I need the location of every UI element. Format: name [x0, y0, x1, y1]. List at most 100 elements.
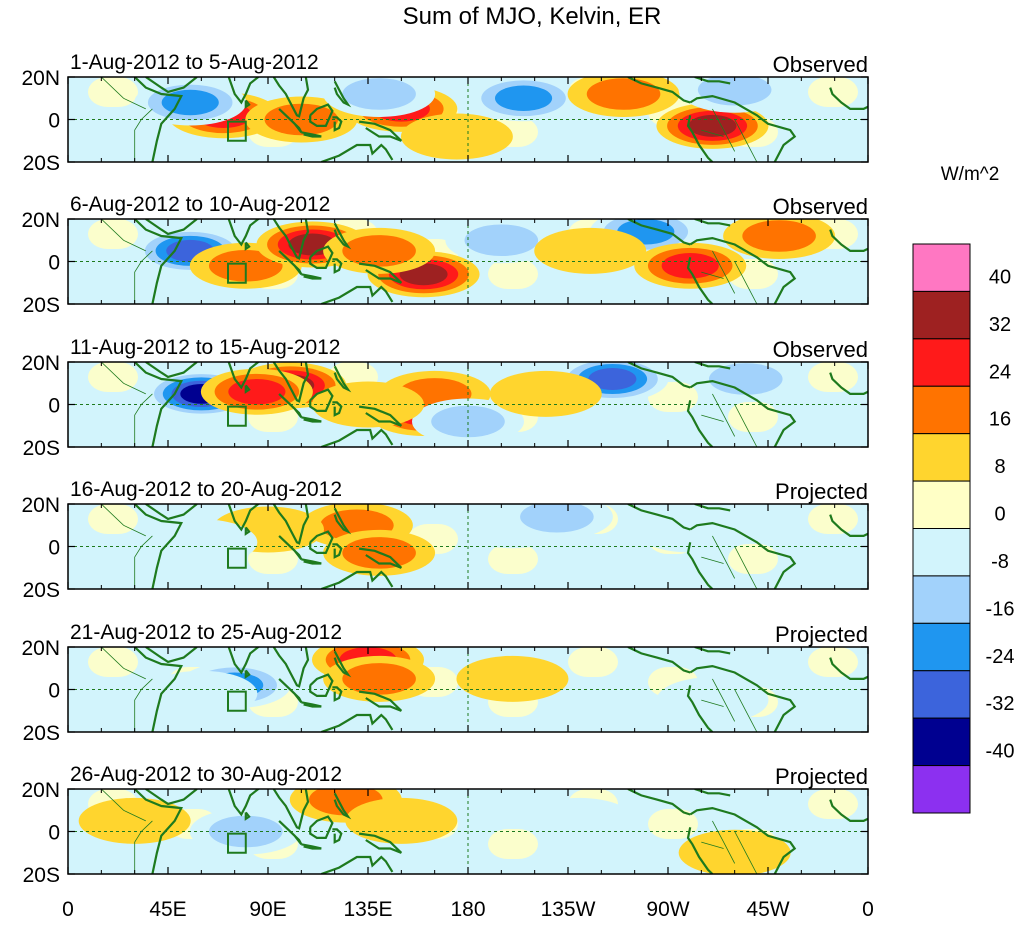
coastlines [101, 77, 868, 162]
colorbar-segment [912, 385, 971, 435]
coastline [145, 789, 198, 806]
anomaly-blob [78, 797, 191, 844]
weak-anomaly [88, 504, 138, 534]
anomaly-field [145, 647, 769, 724]
coastline [133, 504, 184, 589]
lat-label: 20S [23, 722, 60, 745]
weak-anomaly [808, 362, 858, 392]
coastline [689, 94, 797, 162]
coastline [627, 504, 691, 531]
country-border [101, 504, 146, 537]
coastline [244, 669, 251, 679]
colorbar-segment [912, 290, 971, 340]
lon-label: 135E [343, 898, 392, 921]
colorbar-label: 0 [994, 504, 1005, 526]
anomaly-blob [456, 655, 569, 702]
colorbar-segment [912, 480, 971, 530]
anomaly-blob [342, 235, 416, 267]
anomaly-blob [520, 504, 594, 533]
coastline [627, 789, 691, 816]
colorbar-label: 16 [989, 409, 1011, 431]
anomaly-blob [145, 670, 258, 717]
panel-6: 20N 0 20S 26-Aug-2012 to 30-Aug-2012 Project… [21, 763, 869, 887]
coastlines [101, 789, 868, 874]
region-box [227, 405, 247, 427]
colorbar-label: -40 [986, 741, 1015, 763]
colorbar-label: 8 [994, 456, 1005, 478]
lat-label: 20N [21, 779, 60, 802]
coastline [829, 657, 868, 680]
country-border [134, 108, 153, 162]
coastline [829, 87, 868, 110]
panel-date-range: 26-Aug-2012 to 30-Aug-2012 [70, 763, 342, 786]
lat-label: 0 [48, 822, 60, 845]
panel-date-range: 6-Aug-2012 to 10-Aug-2012 [70, 193, 330, 216]
anomaly-blob [342, 78, 416, 110]
anomaly-blob [678, 829, 791, 874]
figure-title: Sum of MJO, Kelvin, ER [403, 3, 662, 30]
lat-label: 20N [21, 352, 60, 375]
colorbar-unit: W/m^2 [941, 164, 1000, 185]
country-border [701, 129, 724, 137]
country-border [101, 647, 146, 680]
lat-label: 20N [21, 67, 60, 90]
colorbar-segment [912, 765, 971, 814]
coastline [133, 647, 184, 732]
coastline [627, 647, 691, 674]
coastlines [101, 362, 868, 447]
coastline [309, 673, 334, 697]
anomaly-blob [161, 89, 219, 116]
coastline [829, 372, 868, 395]
coastline [133, 219, 184, 304]
colorbar: W/m^2 40 32 24 16 8 0 -8 -16 -24 -32 -40 [912, 164, 1015, 814]
coastline [358, 547, 403, 569]
anomaly-blob [656, 677, 769, 724]
country-border [701, 271, 724, 279]
panel-status: Projected [775, 764, 868, 789]
anomaly-blob [588, 368, 637, 390]
coastline [358, 262, 403, 284]
coastline [829, 514, 868, 537]
panel-4: 20N 0 20S 16-Aug-2012 to 20-Aug-2012 Project… [21, 478, 869, 602]
panel-date-range: 21-Aug-2012 to 25-Aug-2012 [70, 621, 342, 644]
weak-anomaly [728, 402, 778, 432]
coastline [301, 273, 322, 280]
coastline [244, 241, 251, 251]
coastline [358, 120, 403, 142]
coastline [686, 115, 714, 162]
country-border [701, 699, 724, 707]
coastline [332, 258, 343, 274]
coastline [358, 405, 403, 427]
coastline [301, 416, 322, 423]
country-border [734, 261, 758, 304]
panel-status: Projected [775, 479, 868, 504]
country-border [734, 546, 758, 589]
colorbar-label: 32 [989, 314, 1011, 336]
panel-5: 20N 0 20S 21-Aug-2012 to 25-Aug-2012 Project… [21, 621, 869, 745]
anomaly-blob [534, 227, 647, 274]
weak-anomaly [808, 647, 858, 677]
country-border [712, 820, 736, 864]
lat-label: 0 [48, 252, 60, 275]
lat-label: 20S [23, 294, 60, 317]
coastline [227, 77, 261, 105]
coastline [227, 219, 261, 247]
lon-label: 180 [450, 898, 485, 921]
coastline [689, 236, 797, 304]
coastline [227, 647, 261, 675]
country-border [701, 414, 724, 422]
country-border [101, 219, 146, 252]
lon-label: 135W [541, 898, 596, 921]
anomaly-blob [431, 405, 505, 438]
coastline [332, 116, 343, 132]
anomaly-blob [145, 519, 258, 566]
lon-label: 90E [249, 898, 286, 921]
anomaly-field [145, 362, 802, 445]
coastline [689, 379, 797, 447]
lon-label: 45E [149, 898, 186, 921]
country-border [101, 789, 146, 822]
coastline [272, 789, 310, 830]
country-border [101, 362, 146, 395]
coastline [627, 77, 691, 104]
